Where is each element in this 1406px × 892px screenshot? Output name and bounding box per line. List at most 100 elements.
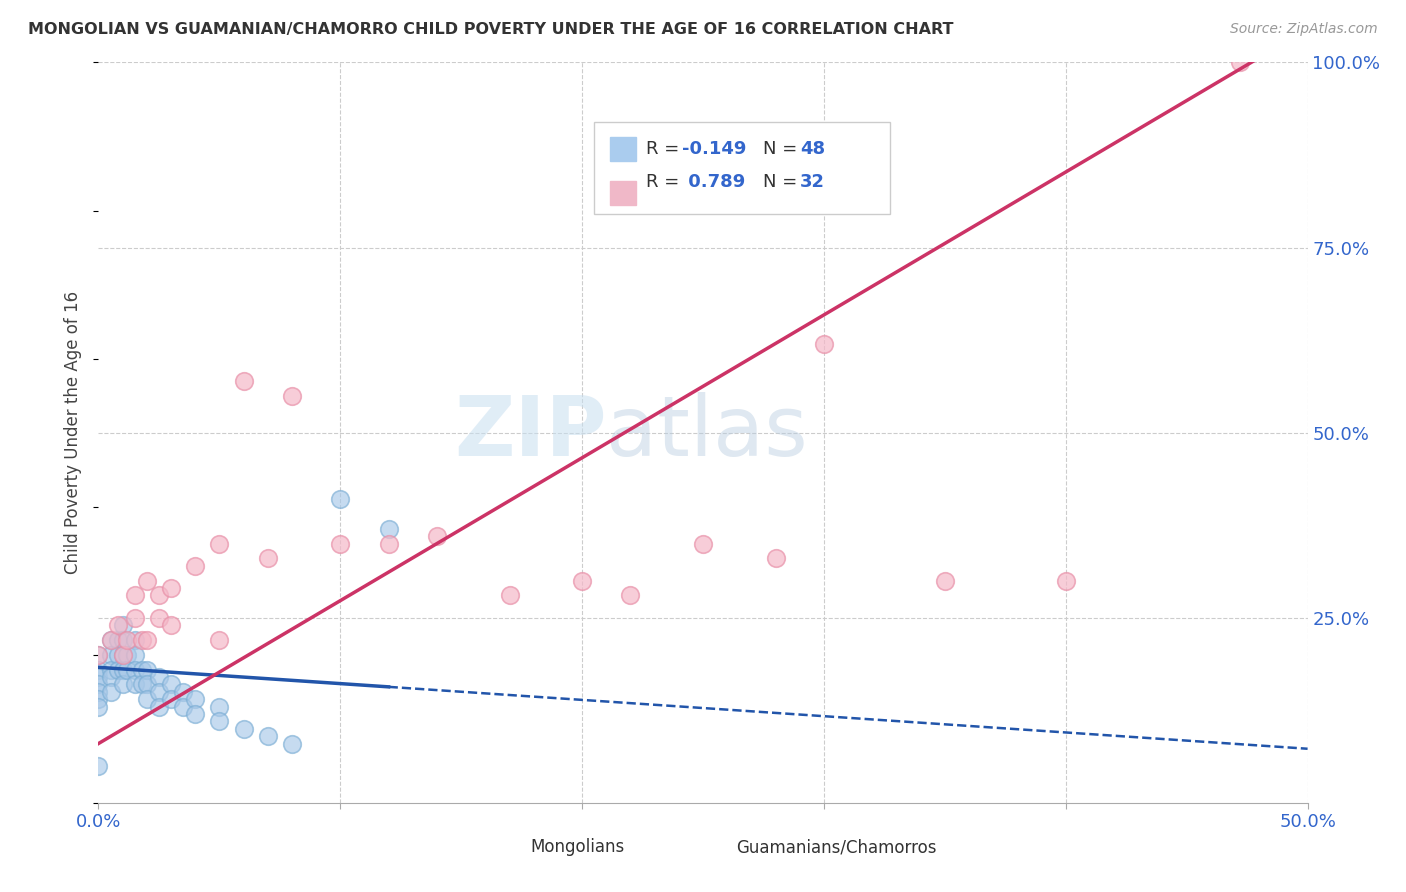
Text: MONGOLIAN VS GUAMANIAN/CHAMORRO CHILD POVERTY UNDER THE AGE OF 16 CORRELATION CH: MONGOLIAN VS GUAMANIAN/CHAMORRO CHILD PO…	[28, 22, 953, 37]
Point	[426, 529, 449, 543]
Point	[87, 648, 110, 662]
Text: 0.789: 0.789	[682, 173, 745, 192]
Text: R =: R =	[647, 140, 685, 158]
Text: N =: N =	[763, 140, 803, 158]
Point	[148, 610, 170, 624]
Text: Source: ZipAtlas.com: Source: ZipAtlas.com	[1230, 22, 1378, 37]
Point	[100, 632, 122, 647]
Point	[111, 677, 134, 691]
Point	[281, 388, 304, 402]
FancyBboxPatch shape	[498, 832, 524, 862]
Point	[100, 648, 122, 662]
Point	[87, 663, 110, 677]
Point	[107, 663, 129, 677]
Point	[329, 536, 352, 550]
Point	[232, 374, 254, 388]
Text: N =: N =	[763, 173, 803, 192]
Point	[281, 737, 304, 751]
Text: 32: 32	[800, 173, 825, 192]
Point	[87, 758, 110, 772]
Point	[124, 677, 146, 691]
Point	[184, 706, 207, 721]
Point	[232, 722, 254, 736]
Text: Guamanians/Chamorros: Guamanians/Chamorros	[735, 838, 936, 856]
Text: 48: 48	[800, 140, 825, 158]
Point	[135, 663, 157, 677]
Point	[107, 632, 129, 647]
Point	[184, 692, 207, 706]
Point	[256, 551, 278, 566]
Point	[208, 699, 231, 714]
Text: R =: R =	[647, 173, 685, 192]
Point	[100, 670, 122, 684]
Point	[571, 574, 593, 588]
Point	[87, 648, 110, 662]
Point	[208, 714, 231, 729]
Text: ZIP: ZIP	[454, 392, 606, 473]
Point	[124, 648, 146, 662]
Point	[131, 663, 153, 677]
Point	[87, 677, 110, 691]
Point	[107, 618, 129, 632]
Point	[256, 729, 278, 743]
Point	[692, 536, 714, 550]
FancyBboxPatch shape	[595, 121, 890, 214]
Point	[117, 648, 139, 662]
Point	[100, 632, 122, 647]
FancyBboxPatch shape	[703, 832, 730, 862]
Point	[124, 589, 146, 603]
Point	[1229, 55, 1251, 70]
Point	[117, 663, 139, 677]
Point	[160, 581, 183, 595]
Point	[934, 574, 956, 588]
Point	[813, 336, 835, 351]
Point	[111, 648, 134, 662]
Point	[87, 699, 110, 714]
Point	[208, 632, 231, 647]
Point	[111, 663, 134, 677]
Text: -0.149: -0.149	[682, 140, 747, 158]
Point	[124, 610, 146, 624]
Point	[124, 663, 146, 677]
FancyBboxPatch shape	[610, 181, 637, 204]
Point	[111, 618, 134, 632]
Point	[135, 632, 157, 647]
Point	[131, 632, 153, 647]
Point	[765, 551, 787, 566]
Y-axis label: Child Poverty Under the Age of 16: Child Poverty Under the Age of 16	[65, 291, 83, 574]
Point	[377, 522, 399, 536]
Point	[135, 574, 157, 588]
Point	[172, 699, 194, 714]
Point	[107, 648, 129, 662]
Point	[111, 648, 134, 662]
Point	[208, 536, 231, 550]
Text: atlas: atlas	[606, 392, 808, 473]
Point	[100, 663, 122, 677]
Point	[131, 677, 153, 691]
Point	[1054, 574, 1077, 588]
Point	[87, 692, 110, 706]
Point	[135, 692, 157, 706]
Point	[377, 536, 399, 550]
Point	[160, 618, 183, 632]
Point	[87, 670, 110, 684]
Point	[148, 670, 170, 684]
Point	[148, 699, 170, 714]
Text: Mongolians: Mongolians	[530, 838, 624, 856]
Point	[148, 589, 170, 603]
Point	[87, 685, 110, 699]
Point	[117, 632, 139, 647]
Point	[184, 558, 207, 573]
FancyBboxPatch shape	[610, 137, 637, 161]
Point	[148, 685, 170, 699]
Point	[124, 632, 146, 647]
Point	[111, 632, 134, 647]
Point	[329, 492, 352, 507]
Point	[160, 692, 183, 706]
Point	[160, 677, 183, 691]
Point	[619, 589, 641, 603]
Point	[498, 589, 520, 603]
Point	[135, 677, 157, 691]
Point	[100, 685, 122, 699]
Point	[172, 685, 194, 699]
